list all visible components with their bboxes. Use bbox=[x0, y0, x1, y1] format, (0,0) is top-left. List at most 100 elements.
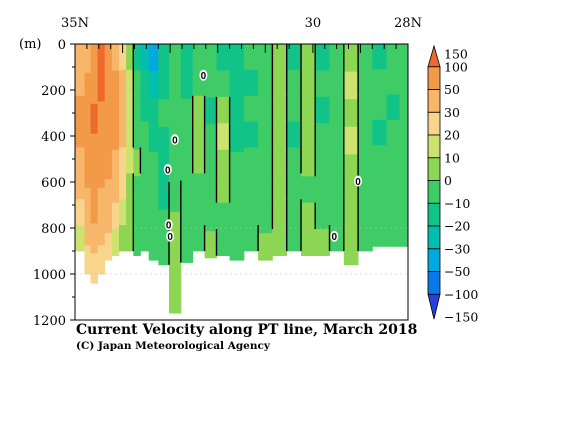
velocity-cell bbox=[84, 72, 91, 102]
zero-label-bg bbox=[170, 134, 179, 146]
velocity-cell bbox=[358, 95, 373, 123]
velocity-cell bbox=[180, 180, 194, 209]
velocity-cell bbox=[216, 123, 230, 151]
colorbar-label: 150 bbox=[444, 47, 468, 62]
velocity-cell bbox=[140, 173, 150, 200]
velocity-cell bbox=[386, 119, 401, 146]
velocity-cell bbox=[204, 44, 217, 72]
colorbar-label: 10 bbox=[444, 150, 460, 165]
velocity-cell bbox=[243, 44, 259, 71]
velocity-cell bbox=[90, 44, 98, 75]
velocity-cell bbox=[126, 121, 134, 148]
velocity-cell bbox=[358, 69, 373, 97]
velocity-cell bbox=[204, 231, 217, 259]
velocity-cell bbox=[258, 206, 273, 234]
velocity-cell bbox=[192, 95, 205, 123]
velocity-cell bbox=[158, 182, 170, 210]
velocity-cell bbox=[343, 237, 359, 266]
velocity-cell bbox=[119, 173, 127, 200]
velocity-cell bbox=[272, 44, 288, 71]
velocity-cell bbox=[75, 121, 85, 148]
velocity-cell bbox=[315, 70, 330, 98]
zero-label: 0 bbox=[166, 221, 172, 232]
colorbar-swatch bbox=[427, 134, 441, 159]
velocity-cell bbox=[301, 176, 316, 204]
velocity-cell bbox=[192, 44, 205, 71]
velocity-cell bbox=[158, 209, 170, 238]
velocity-cell bbox=[258, 233, 273, 261]
velocity-cell bbox=[148, 152, 159, 180]
velocity-cell bbox=[111, 96, 120, 124]
velocity-cell bbox=[104, 206, 113, 234]
zero-label-bg bbox=[330, 230, 339, 242]
velocity-cell bbox=[169, 279, 182, 314]
zero-label: 0 bbox=[165, 166, 171, 177]
velocity-cell bbox=[286, 69, 302, 97]
velocity-cell bbox=[192, 121, 205, 148]
colorbar-label: 30 bbox=[444, 105, 460, 120]
velocity-cell bbox=[343, 209, 359, 238]
x-tick-label: 30 bbox=[305, 16, 322, 31]
velocity-cell bbox=[104, 179, 113, 207]
velocity-cell bbox=[343, 154, 359, 183]
velocity-cell bbox=[315, 176, 330, 204]
velocity-cell bbox=[329, 44, 345, 71]
velocity-cell bbox=[97, 44, 106, 74]
velocity-cell bbox=[133, 176, 141, 204]
velocity-cell bbox=[272, 96, 288, 124]
velocity-cell bbox=[372, 221, 387, 247]
colorbar-swatch bbox=[427, 202, 441, 227]
velocity-cell bbox=[243, 173, 259, 200]
velocity-cell bbox=[119, 199, 127, 226]
velocity-cell bbox=[180, 125, 194, 154]
velocity-cell bbox=[399, 44, 408, 70]
velocity-cell bbox=[104, 98, 113, 126]
velocity-cell bbox=[75, 44, 85, 71]
velocity-cell bbox=[386, 94, 401, 121]
top-axis-ticks bbox=[74, 44, 409, 53]
velocity-cell bbox=[243, 225, 259, 252]
colorbar-label: −10 bbox=[444, 196, 470, 211]
velocity-cell bbox=[372, 44, 387, 70]
velocity-cell bbox=[119, 44, 127, 71]
colorbar-label: −30 bbox=[444, 241, 470, 256]
velocity-cell bbox=[272, 176, 288, 204]
zero-label: 0 bbox=[332, 232, 338, 243]
velocity-cell bbox=[372, 170, 387, 197]
velocity-cell bbox=[104, 125, 113, 153]
velocity-cell bbox=[119, 69, 127, 97]
velocity-cell bbox=[315, 149, 330, 177]
velocity-cell bbox=[84, 44, 91, 74]
colorbar-swatch bbox=[427, 157, 441, 182]
colorbar bbox=[427, 44, 441, 320]
velocity-cell bbox=[84, 187, 91, 217]
velocity-cell bbox=[315, 229, 330, 256]
velocity-cell bbox=[169, 77, 182, 112]
velocity-cell bbox=[286, 147, 302, 174]
velocity-cell bbox=[192, 199, 205, 226]
velocity-cell bbox=[329, 173, 345, 200]
velocity-cell bbox=[329, 199, 345, 226]
velocity-cell bbox=[399, 94, 408, 121]
velocity-cell bbox=[315, 44, 330, 71]
velocity-cell bbox=[216, 176, 230, 204]
velocity-cell bbox=[192, 173, 205, 200]
velocity-cell bbox=[140, 147, 150, 174]
velocity-cell bbox=[329, 69, 345, 97]
velocity-cell bbox=[286, 121, 302, 148]
velocity-cell bbox=[140, 69, 150, 97]
y-tick-label: 200 bbox=[41, 84, 66, 99]
velocity-cell bbox=[84, 159, 91, 189]
y-tick-labels: 0 200 400 600 800 1000 1200 bbox=[33, 38, 66, 329]
velocity-cell bbox=[399, 221, 408, 247]
velocity-cell bbox=[140, 225, 150, 252]
velocity-cell bbox=[229, 152, 245, 180]
velocity-cell bbox=[104, 152, 113, 180]
velocity-cell bbox=[216, 44, 230, 71]
velocity-cell bbox=[229, 98, 245, 126]
velocity-cell bbox=[75, 95, 85, 123]
velocity-cell bbox=[229, 125, 245, 153]
colorbar-swatch bbox=[427, 44, 441, 68]
